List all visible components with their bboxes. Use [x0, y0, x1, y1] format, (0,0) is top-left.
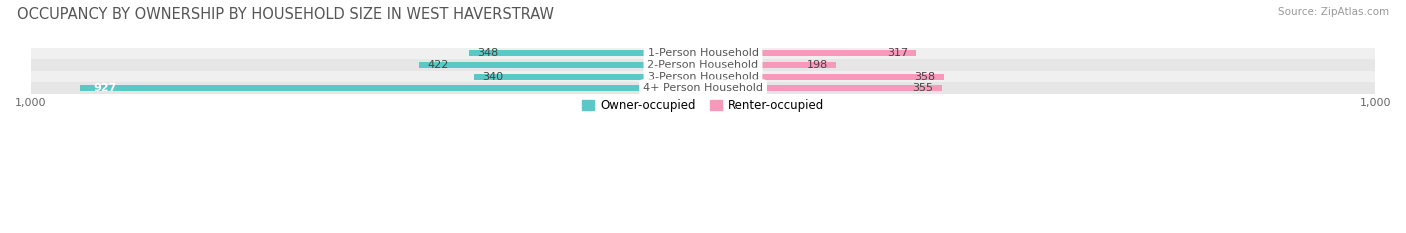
- Text: 4+ Person Household: 4+ Person Household: [643, 83, 763, 93]
- Text: OCCUPANCY BY OWNERSHIP BY HOUSEHOLD SIZE IN WEST HAVERSTRAW: OCCUPANCY BY OWNERSHIP BY HOUSEHOLD SIZE…: [17, 7, 554, 22]
- Text: 927: 927: [93, 83, 117, 93]
- Bar: [703, 50, 917, 56]
- Text: 3-Person Household: 3-Person Household: [648, 72, 758, 82]
- Bar: [703, 85, 942, 91]
- Bar: [703, 62, 837, 68]
- Bar: [474, 74, 703, 80]
- Text: 422: 422: [427, 60, 449, 70]
- Bar: [703, 74, 943, 80]
- Text: 317: 317: [887, 48, 908, 58]
- Bar: [80, 85, 703, 91]
- Bar: [31, 59, 1375, 71]
- Legend: Owner-occupied, Renter-occupied: Owner-occupied, Renter-occupied: [578, 94, 828, 117]
- Bar: [419, 62, 703, 68]
- Bar: [470, 50, 703, 56]
- Text: 1-Person Household: 1-Person Household: [648, 48, 758, 58]
- Text: Source: ZipAtlas.com: Source: ZipAtlas.com: [1278, 7, 1389, 17]
- Text: 348: 348: [477, 48, 498, 58]
- Text: 2-Person Household: 2-Person Household: [647, 60, 759, 70]
- Text: 340: 340: [482, 72, 503, 82]
- Bar: [31, 48, 1375, 59]
- Text: 358: 358: [914, 72, 935, 82]
- Bar: [31, 71, 1375, 82]
- Text: 198: 198: [807, 60, 828, 70]
- Text: 355: 355: [912, 83, 934, 93]
- Bar: [31, 82, 1375, 94]
